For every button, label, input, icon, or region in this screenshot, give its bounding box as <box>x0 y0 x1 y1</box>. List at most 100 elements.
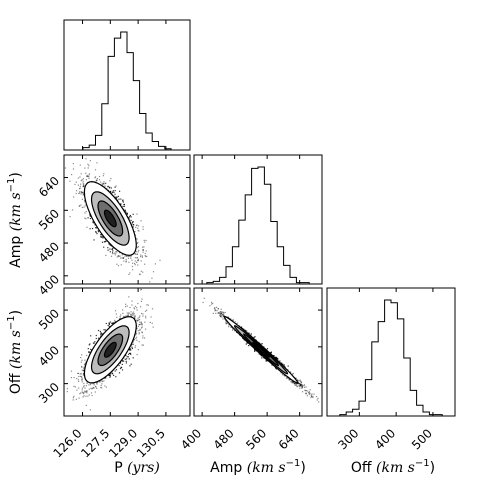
scatter-point <box>81 198 83 200</box>
scatter-point <box>111 252 114 254</box>
scatter-point <box>112 253 114 255</box>
scatter-point <box>131 300 133 302</box>
scatter-point <box>89 217 92 220</box>
scatter-point <box>128 353 130 355</box>
scatter-point <box>136 238 138 240</box>
scatter-point <box>119 255 121 257</box>
scatter-point <box>79 393 81 395</box>
scatter-point <box>81 191 83 193</box>
scatter-point <box>115 251 117 253</box>
scatter-point <box>124 210 126 212</box>
scatter-point <box>129 365 131 367</box>
scatter-point <box>64 167 67 169</box>
scatter-point <box>151 308 154 310</box>
scatter-point <box>79 205 81 207</box>
scatter-point <box>83 200 86 202</box>
scatter-point <box>102 183 104 185</box>
scatter-point <box>125 303 127 305</box>
scatter-point <box>137 258 139 260</box>
scatter-point <box>131 347 133 350</box>
scatter-point <box>144 321 146 323</box>
scatter-point <box>130 313 132 315</box>
scatter-point <box>134 260 136 262</box>
scatter-point <box>131 346 133 348</box>
scatter-point <box>119 317 121 319</box>
scatter-point <box>140 327 143 329</box>
scatter-point <box>115 313 117 315</box>
scatter-point <box>134 257 136 259</box>
scatter-point <box>108 374 110 376</box>
scatter-point <box>139 318 141 321</box>
scatter-point <box>108 322 110 324</box>
scatter-point <box>123 257 125 259</box>
scatter-point <box>121 257 123 259</box>
scatter-point <box>128 261 130 263</box>
scatter-point <box>128 312 130 314</box>
scatter-point <box>101 380 103 382</box>
scatter-point <box>124 358 126 360</box>
scatter-point <box>85 391 87 393</box>
scatter-point <box>94 385 97 387</box>
scatter-point <box>130 219 132 221</box>
scatter-point <box>147 304 149 306</box>
scatter-point <box>137 225 140 227</box>
scatter-point <box>111 192 113 194</box>
scatter-point <box>103 246 105 248</box>
scatter-point <box>137 242 139 244</box>
scatter-point <box>82 393 84 395</box>
scatter-point <box>77 184 79 186</box>
scatter-point <box>127 314 129 316</box>
scatter-point <box>136 354 138 356</box>
scatter-point <box>122 205 124 208</box>
histogram-off-panel <box>327 299 455 417</box>
scatter-point <box>121 254 123 256</box>
scatter-point <box>81 387 83 389</box>
scatter-point <box>104 329 106 331</box>
scatter-point <box>80 183 82 185</box>
scatter-point <box>83 395 85 397</box>
scatter-point <box>84 201 86 203</box>
scatter-point <box>104 377 106 379</box>
scatter-point <box>83 392 85 394</box>
scatter-point <box>104 182 107 185</box>
scatter-point <box>83 183 85 185</box>
scatter-point <box>85 179 87 181</box>
scatter-point <box>100 181 102 183</box>
scatter-point <box>132 269 134 271</box>
scatter-point <box>74 386 76 388</box>
scatter-point <box>114 254 116 256</box>
scatter-point <box>112 247 114 249</box>
scatter-point <box>80 357 82 359</box>
scatter-point <box>80 191 83 193</box>
scatter-point <box>102 175 104 177</box>
scatter-point <box>135 224 138 226</box>
scatter-point <box>144 241 146 243</box>
scatter-point <box>129 349 131 351</box>
scatter-point <box>94 224 96 226</box>
scatter-point <box>115 196 117 198</box>
scatter-point <box>101 387 103 389</box>
scatter-point <box>79 190 81 193</box>
scatter-point <box>104 185 106 187</box>
scatter-point <box>86 175 88 177</box>
scatter-point <box>110 178 112 180</box>
scatter-point <box>130 363 132 365</box>
scatter-point <box>78 375 80 378</box>
scatter-point <box>131 304 133 306</box>
scatter-point <box>121 363 123 365</box>
scatter-point <box>109 375 111 377</box>
scatter-point <box>83 366 85 368</box>
scatter-point <box>83 382 85 385</box>
scatter-point <box>84 217 86 219</box>
scatter-point <box>66 391 68 393</box>
scatter-point <box>145 256 147 258</box>
scatter-point <box>131 265 133 268</box>
scatter-point <box>149 321 151 323</box>
scatter-point <box>122 257 124 259</box>
scatter-point <box>128 255 130 257</box>
scatter-point <box>79 187 81 189</box>
scatter-point <box>100 234 103 236</box>
scatter-point <box>83 369 85 371</box>
scatter-point <box>136 339 138 341</box>
scatter-point <box>142 337 144 339</box>
